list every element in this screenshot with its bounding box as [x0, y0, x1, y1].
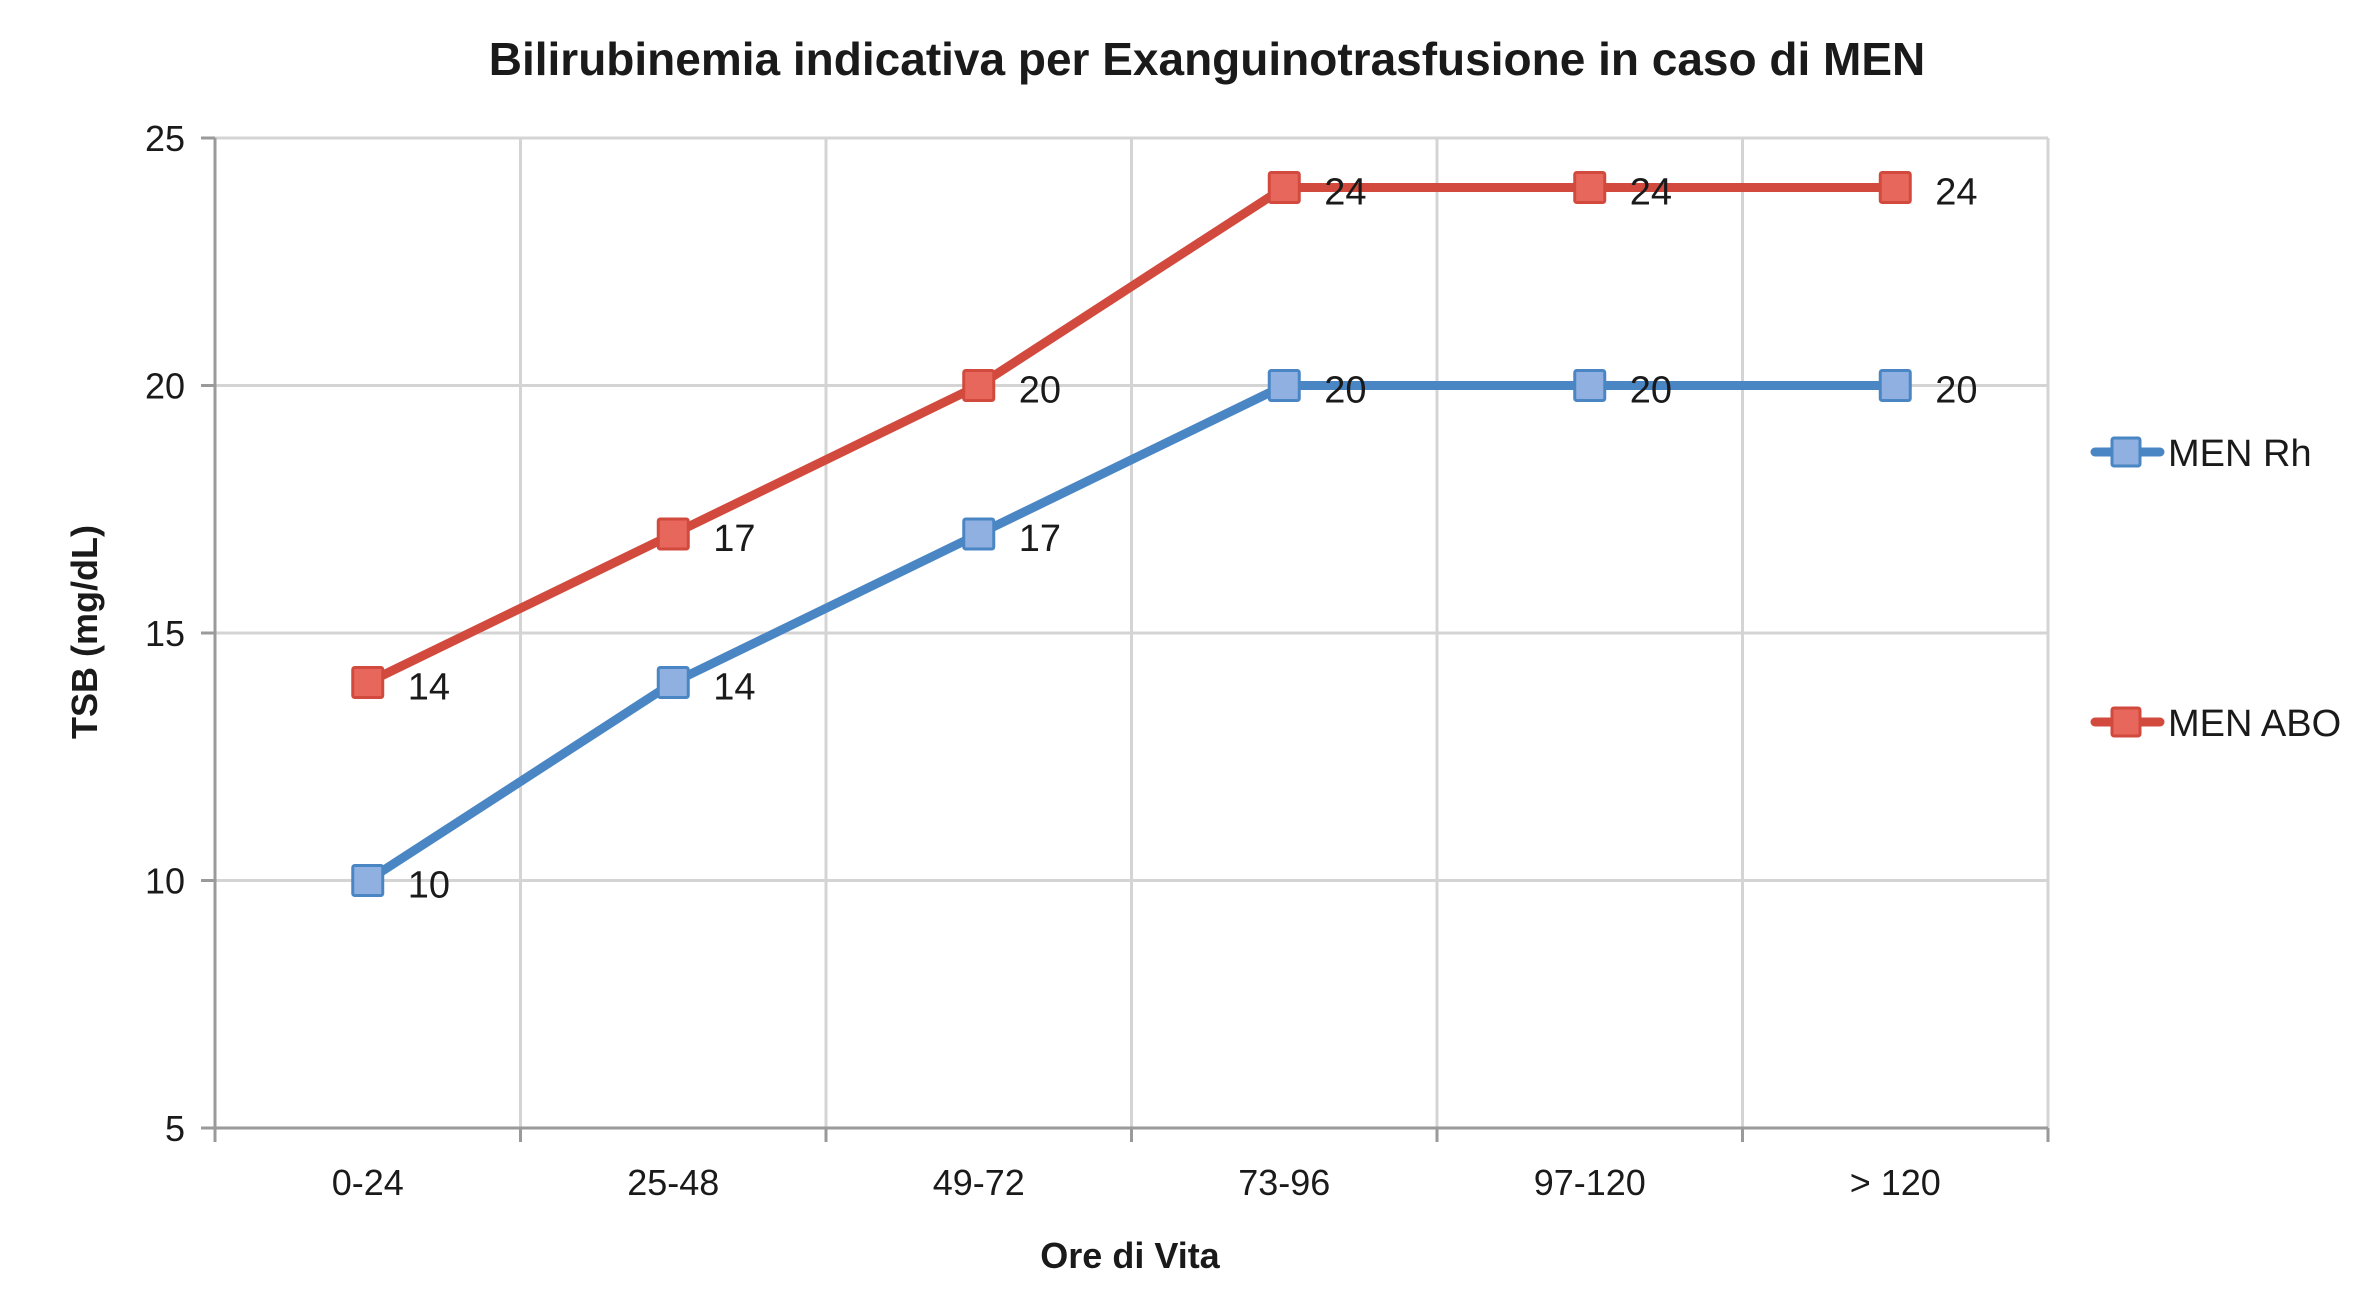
x-tick-label: > 120 — [1850, 1162, 1941, 1203]
series-line-0 — [363, 381, 1900, 885]
series — [351, 171, 1912, 897]
data-point — [1267, 171, 1301, 204]
x-axis-title: Ore di Vita — [1040, 1235, 1220, 1276]
chart-title: Bilirubinemia indicativa per Exanguinotr… — [489, 33, 1926, 85]
legend-label: MEN Rh — [2168, 433, 2312, 475]
grid — [215, 136, 2050, 1128]
x-tick-label: 97-120 — [1534, 1162, 1646, 1203]
data-labels: 10 14 17 20 20 20 14 17 20 24 24 24 — [408, 172, 1978, 907]
x-tick-label: 49-72 — [933, 1162, 1025, 1203]
y-tick-label: 20 — [145, 366, 185, 407]
data-point — [962, 369, 996, 402]
y-tick-label: 15 — [145, 613, 185, 654]
data-label: 14 — [713, 667, 755, 709]
x-tick-label: 0-24 — [332, 1162, 404, 1203]
data-point — [1573, 171, 1607, 204]
data-point — [351, 666, 385, 699]
data-label: 24 — [1324, 172, 1366, 214]
data-point — [656, 517, 690, 551]
data-label: 17 — [1019, 518, 1061, 560]
data-point — [656, 666, 690, 699]
data-point — [962, 517, 996, 551]
y-axis-title: TSB (mg/dL) — [64, 525, 105, 739]
data-point — [351, 864, 385, 897]
data-point — [1267, 369, 1301, 402]
series-line-1 — [363, 183, 1900, 687]
data-point — [1573, 369, 1607, 402]
data-label: 20 — [1630, 370, 1672, 412]
data-label: 14 — [408, 667, 450, 709]
legend-marker — [2110, 436, 2142, 468]
data-point — [1878, 369, 1912, 402]
legend-label: MEN ABO — [2168, 703, 2341, 745]
data-label: 24 — [1935, 172, 1977, 214]
data-label: 20 — [1019, 370, 1061, 412]
data-label: 17 — [713, 518, 755, 560]
y-tick-label: 5 — [165, 1108, 185, 1149]
axes: 5 10 15 20 25 0-24 25-48 49-72 73-96 97-120 > 120 — [145, 118, 2050, 1203]
data-point — [1878, 171, 1912, 204]
legend-marker — [2110, 706, 2142, 738]
data-label: 10 — [408, 865, 450, 907]
x-tick-label: 73-96 — [1238, 1162, 1330, 1203]
data-label: 24 — [1630, 172, 1672, 214]
y-tick-label: 10 — [145, 861, 185, 902]
legend: MEN Rh MEN ABO — [2090, 433, 2341, 745]
data-label: 20 — [1324, 370, 1366, 412]
y-tick-label: 25 — [145, 118, 185, 159]
data-label: 20 — [1935, 370, 1977, 412]
x-tick-label: 25-48 — [627, 1162, 719, 1203]
